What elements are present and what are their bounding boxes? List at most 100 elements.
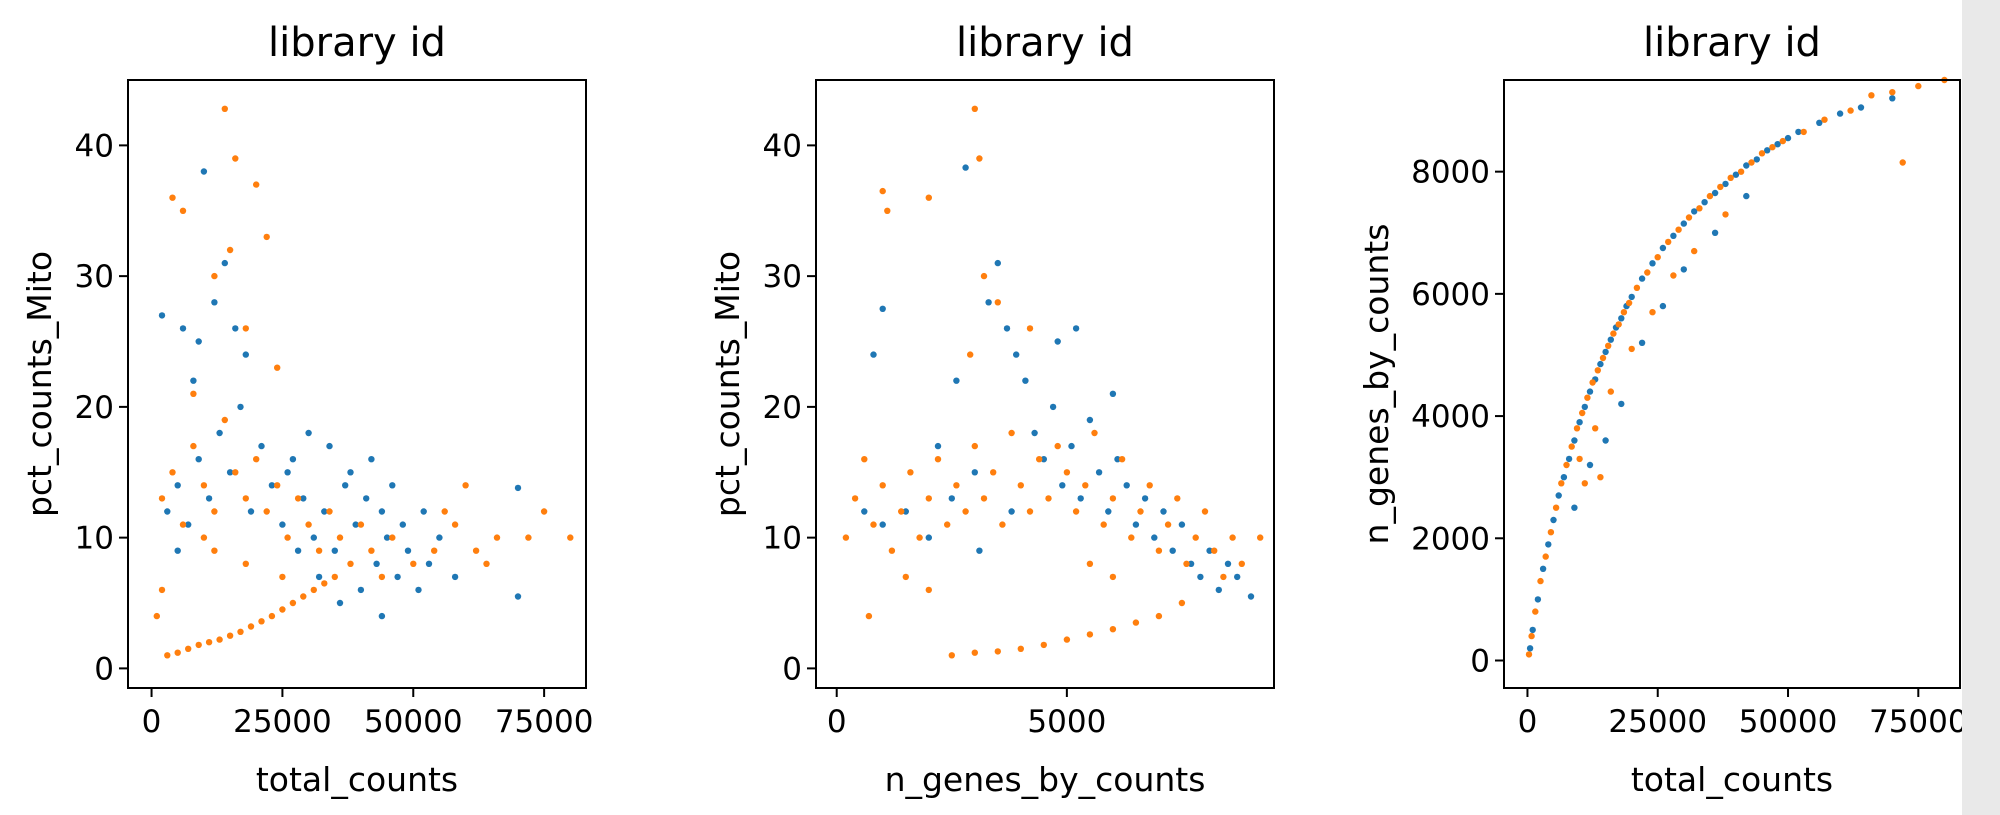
- data-point-series-2: [158, 495, 166, 502]
- data-point-series-2: [990, 469, 997, 476]
- data-point-series-2: [980, 495, 988, 502]
- data-point-series-2: [378, 573, 386, 581]
- data-point-series-2: [1155, 547, 1163, 554]
- data-point-series-2: [1644, 269, 1651, 276]
- data-point-series-1: [1659, 244, 1667, 252]
- data-point-series-2: [1054, 442, 1061, 450]
- y-axis-label: n_genes_by_counts: [1357, 224, 1396, 545]
- data-point-series-2: [347, 560, 354, 567]
- data-point-series-2: [1537, 577, 1544, 585]
- data-point-series-1: [1638, 275, 1646, 282]
- data-point-series-1: [305, 429, 312, 437]
- data-point-series-2: [1722, 211, 1729, 218]
- data-point-series-1: [326, 442, 333, 450]
- data-point-series-1: [1105, 508, 1112, 515]
- data-point-series-2: [195, 641, 202, 649]
- data-point-series-2: [164, 652, 171, 659]
- data-point-series-2: [1091, 429, 1098, 437]
- data-point-series-1: [258, 442, 265, 450]
- data-point-series-2: [493, 534, 501, 541]
- data-point-series-1: [1576, 419, 1583, 426]
- data-point-series-2: [315, 547, 323, 554]
- data-point-series-1: [373, 560, 380, 567]
- data-point-series-2: [898, 508, 905, 515]
- data-point-series-2: [1201, 508, 1209, 515]
- data-point-series-1: [174, 547, 181, 554]
- data-point-series-1: [205, 495, 213, 502]
- data-point-series-1: [294, 547, 302, 554]
- y-tick-label: 0: [94, 651, 114, 687]
- data-point-series-1: [1072, 325, 1080, 332]
- data-point-series-2: [1610, 330, 1617, 337]
- data-point-series-1: [242, 351, 249, 358]
- data-point-series-1: [1571, 437, 1578, 444]
- data-point-series-1: [195, 338, 202, 345]
- data-point-series-2: [879, 482, 886, 489]
- y-tick-label: 0: [1470, 644, 1490, 680]
- y-tick-label: 6000: [1411, 277, 1490, 313]
- data-point-series-1: [1247, 593, 1255, 600]
- scatter-panel-total-counts-vs-n-genes: library id 0 25000 50000 75000 0 2000 4000 6000…: [1357, 20, 1968, 799]
- data-point-series-1: [985, 299, 992, 306]
- data-point-series-1: [195, 456, 202, 463]
- data-point-series-1: [300, 495, 307, 502]
- data-point-series-2: [884, 207, 891, 214]
- y-tick-label: 40: [75, 128, 114, 164]
- y-axis-label: pct_counts_Mito: [708, 251, 747, 517]
- data-point-series-2: [190, 442, 197, 450]
- data-point-series-1: [1534, 596, 1542, 603]
- data-point-series-1: [174, 482, 181, 489]
- window-edge: [1962, 0, 2000, 815]
- data-point-series-2: [1086, 631, 1094, 638]
- data-point-series-1: [1586, 461, 1594, 469]
- y-tick-label: 8000: [1411, 155, 1490, 191]
- data-point-series-2: [865, 612, 873, 620]
- data-point-series-1: [420, 508, 427, 515]
- data-point-series-2: [1563, 461, 1570, 469]
- data-point-series-1: [357, 586, 365, 594]
- data-point-series-2: [1899, 159, 1906, 166]
- plot-area: [153, 105, 574, 659]
- data-point-series-1: [383, 534, 391, 541]
- data-point-series-2: [326, 508, 333, 515]
- data-point-series-2: [279, 573, 286, 581]
- data-point-series-1: [451, 573, 459, 581]
- data-point-series-1: [514, 484, 522, 492]
- data-point-series-2: [1628, 345, 1635, 353]
- data-point-series-2: [221, 105, 228, 113]
- data-point-series-2: [1579, 409, 1586, 417]
- data-point-series-2: [1847, 107, 1854, 114]
- data-point-series-1: [971, 469, 978, 476]
- data-point-series-2: [431, 547, 438, 554]
- data-point-series-2: [410, 560, 417, 567]
- data-point-series-2: [1109, 573, 1117, 581]
- data-point-series-2: [232, 155, 239, 162]
- data-point-series-1: [190, 377, 197, 384]
- data-point-series-2: [153, 612, 160, 620]
- x-tick-label: 0: [142, 704, 162, 740]
- panel-title: library id: [1643, 20, 1821, 66]
- data-point-series-1: [1169, 547, 1176, 554]
- data-point-series-1: [1602, 348, 1609, 356]
- data-point-series-2: [321, 580, 328, 587]
- data-point-series-2: [1581, 480, 1589, 487]
- data-point-series-2: [174, 649, 181, 656]
- data-point-series-2: [258, 618, 265, 625]
- data-point-series-2: [310, 586, 317, 594]
- data-point-series-1: [1095, 469, 1103, 476]
- data-point-series-1: [1774, 141, 1781, 148]
- data-point-series-1: [902, 508, 909, 515]
- data-point-series-2: [934, 456, 942, 463]
- data-point-series-2: [441, 508, 448, 515]
- x-tick-label: 5000: [1027, 704, 1106, 740]
- data-point-series-2: [944, 521, 951, 528]
- data-point-series-1: [1013, 351, 1020, 358]
- data-point-series-1: [1049, 403, 1057, 411]
- data-point-series-2: [953, 482, 960, 489]
- data-point-series-2: [357, 521, 365, 528]
- data-point-series-2: [567, 534, 574, 541]
- data-point-series-2: [525, 534, 532, 541]
- data-point-series-1: [1031, 429, 1038, 437]
- data-point-series-1: [1628, 293, 1635, 301]
- data-point-series-1: [879, 521, 886, 528]
